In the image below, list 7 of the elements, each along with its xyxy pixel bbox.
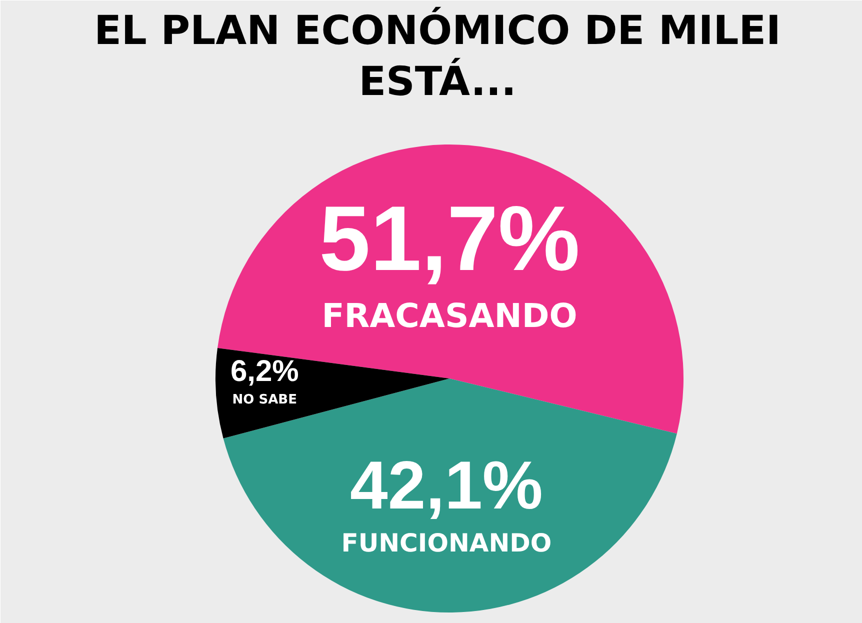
data-label: 42,1%: [350, 447, 543, 524]
slice-label: FRACASANDO: [322, 296, 578, 335]
slice-label: FUNCIONANDO: [341, 528, 552, 558]
chart-title: EL PLAN ECONÓMICO DE MILEI ESTÁ...: [94, 6, 781, 105]
slice-label: NO SABE: [232, 392, 297, 408]
data-label: 6,2%: [230, 354, 299, 388]
data-label: 51,7%: [319, 188, 580, 290]
